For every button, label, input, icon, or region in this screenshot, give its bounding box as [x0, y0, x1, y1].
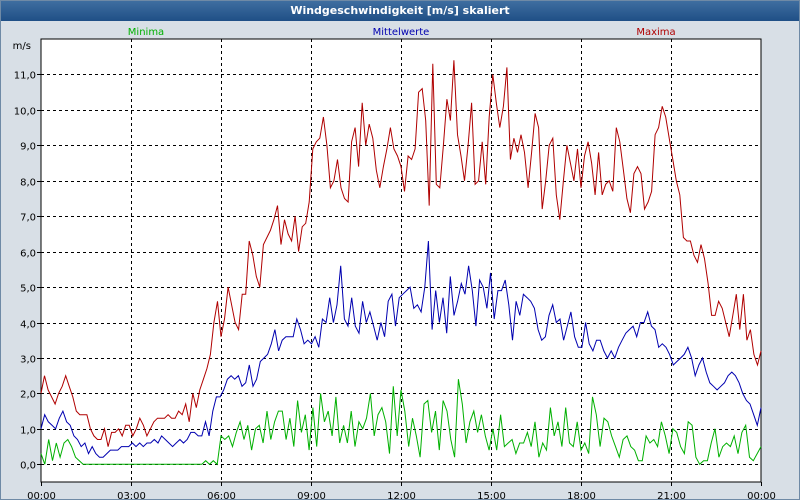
y-tick-label: 11,0 [14, 71, 36, 82]
legend-label-minima: Minima [128, 27, 164, 38]
wind-speed-chart: 0,0 1,0 2,0 3,0 4,0 5,0 6,0 7,0 8,0 9,0 10,0 11,0 00… [13, 27, 776, 499]
series-line-minima [40, 379, 762, 466]
x-tick-time-label: 09:00 [297, 491, 326, 499]
x-tick-time-label: 00:00 [27, 491, 56, 499]
x-tick-time-label: 12:00 [387, 491, 416, 499]
series-line-mittelwerte [40, 240, 762, 458]
y-tick-label: 4,0 [20, 320, 36, 331]
y-tick-label: 3,0 [20, 355, 36, 366]
x-tick-time-label: 21:00 [657, 491, 686, 499]
window-title: Windgeschwindigkeit [m/s] skaliert [1, 1, 799, 21]
series-line-maxima [40, 60, 762, 447]
y-tick-label: 10,0 [14, 107, 36, 118]
y-tick-label: 8,0 [20, 178, 36, 189]
y-tick-label: 9,0 [20, 142, 36, 153]
y-tick-label: 2,0 [20, 390, 36, 401]
y-tick-label: 5,0 [20, 284, 36, 295]
x-tick-time-label: 03:00 [117, 491, 146, 499]
x-tick-time-label: 18:00 [567, 491, 596, 499]
legend-label-mittelwerte: Mittelwerte [373, 27, 430, 38]
x-tick-time-label: 15:00 [477, 491, 506, 499]
x-tick-time-label: 06:00 [207, 491, 236, 499]
y-tick-label: 6,0 [20, 249, 36, 260]
legend-label-maxima: Maxima [636, 27, 675, 38]
y-tick-label: 1,0 [20, 426, 36, 437]
x-tick-time-label: 00:00 [747, 491, 776, 499]
y-tick-label: 7,0 [20, 213, 36, 224]
y-axis-unit-label: m/s [13, 41, 31, 52]
y-tick-label: 0,0 [20, 461, 36, 472]
